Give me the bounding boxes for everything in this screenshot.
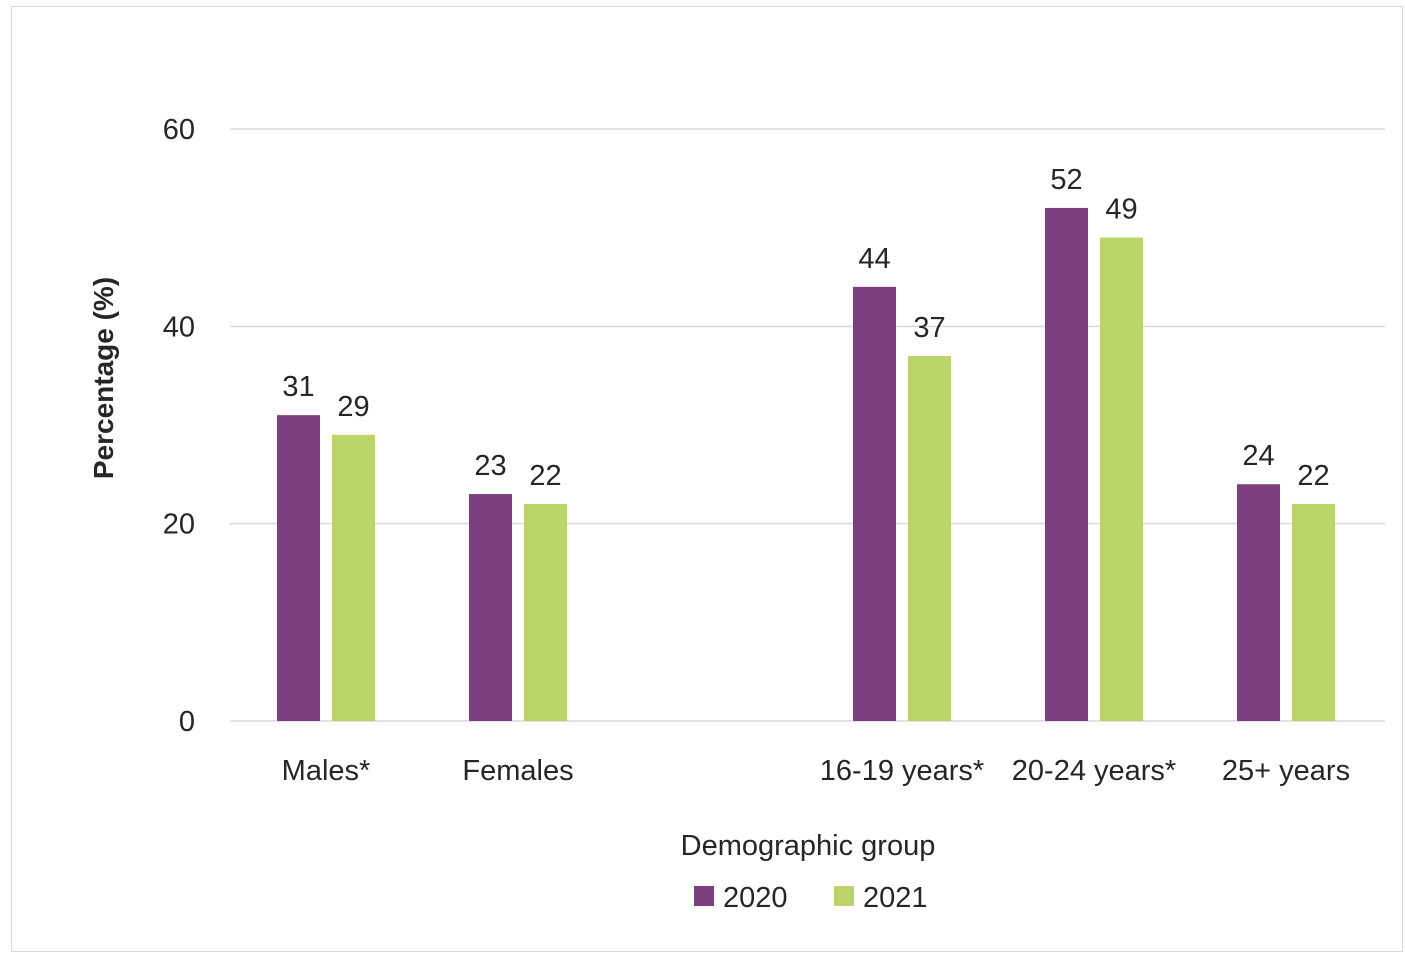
x-tick-label-16-19-years: 16-19 years* [820,755,984,787]
bar-males-2020 [277,415,320,721]
data-label-16-19-years-2020: 44 [858,243,890,275]
y-tick-label-0: 0 [179,706,195,738]
y-tick-label-60: 60 [163,114,195,146]
data-label-males-2021: 29 [337,391,369,423]
x-tick-label-25-years: 25+ years [1222,755,1350,787]
y-axis-ticks: 0 20 40 60 [163,114,195,738]
x-axis-ticks: Males* Females 16-19 years* 20-24 years* 25+… [282,755,1350,787]
bar-20-24-years-2021 [1100,237,1143,722]
data-label-males-2020: 31 [282,371,314,403]
legend-label-2021: 2021 [863,882,928,914]
y-tick-label-40: 40 [163,311,195,343]
data-label-16-19-years-2021: 37 [913,312,945,344]
bar-16-19-years-2020 [853,286,896,721]
bar-25-years-2020 [1237,484,1280,721]
data-label-females-2020: 23 [474,450,506,482]
legend-swatch-2021 [834,886,854,906]
gridlines [230,128,1385,722]
x-tick-label-males: Males* [282,755,371,787]
bar-16-19-years-2021 [908,355,951,721]
y-axis-title: Percentage (%) [88,277,119,479]
bar-males-2021 [332,434,375,721]
data-label-20-24-years-2020: 52 [1050,164,1082,196]
data-label-25-years-2021: 22 [1297,460,1329,492]
legend: 2020 2021 [694,882,928,914]
chart-frame [11,6,1403,952]
data-label-25-years-2020: 24 [1242,440,1274,472]
legend-swatch-2020 [694,886,714,906]
legend-label-2020: 2020 [723,882,788,914]
bars [277,207,1335,722]
x-axis-title: Demographic group [681,830,936,862]
x-tick-label-females: Females [462,755,573,787]
bar-20-24-years-2020 [1045,207,1088,721]
data-label-females-2021: 22 [529,460,561,492]
data-label-20-24-years-2021: 49 [1105,194,1137,226]
bar-females-2020 [469,494,512,721]
data-labels: 31 29 23 22 44 37 52 49 24 22 [282,164,1329,492]
y-tick-label-20: 20 [163,509,195,541]
bar-25-years-2021 [1292,503,1335,721]
bar-females-2021 [524,503,567,721]
x-tick-label-20-24-years: 20-24 years* [1012,755,1176,787]
